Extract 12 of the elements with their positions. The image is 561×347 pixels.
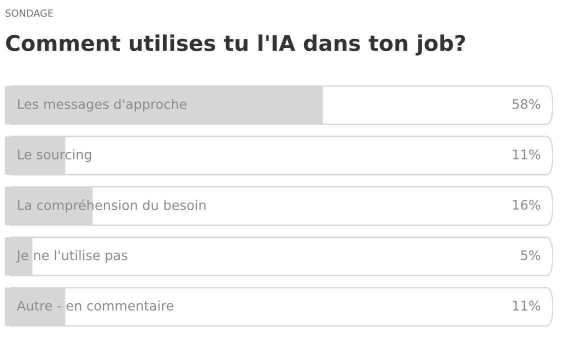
y-tick-label: Les messages d'approche: [18, 98, 187, 112]
y-tick-label: Le sourcing: [18, 149, 92, 162]
data-label: 16%: [513, 200, 540, 210]
chart-subtitle: SONDAGE: [6, 9, 53, 17]
y-tick-label: Je ne l'utilise pas: [16, 250, 128, 263]
data-label: 58%: [512, 99, 540, 110]
y-tick-label: Autre - en commentaire: [16, 300, 174, 311]
y-tick-label: La compréhension du besoin: [18, 199, 206, 213]
data-label: 11%: [513, 300, 540, 311]
data-label: 5%: [521, 250, 540, 260]
chart-title: Comment utilises tu l'IA dans ton job?: [6, 34, 466, 56]
data-label: 11%: [513, 149, 540, 160]
